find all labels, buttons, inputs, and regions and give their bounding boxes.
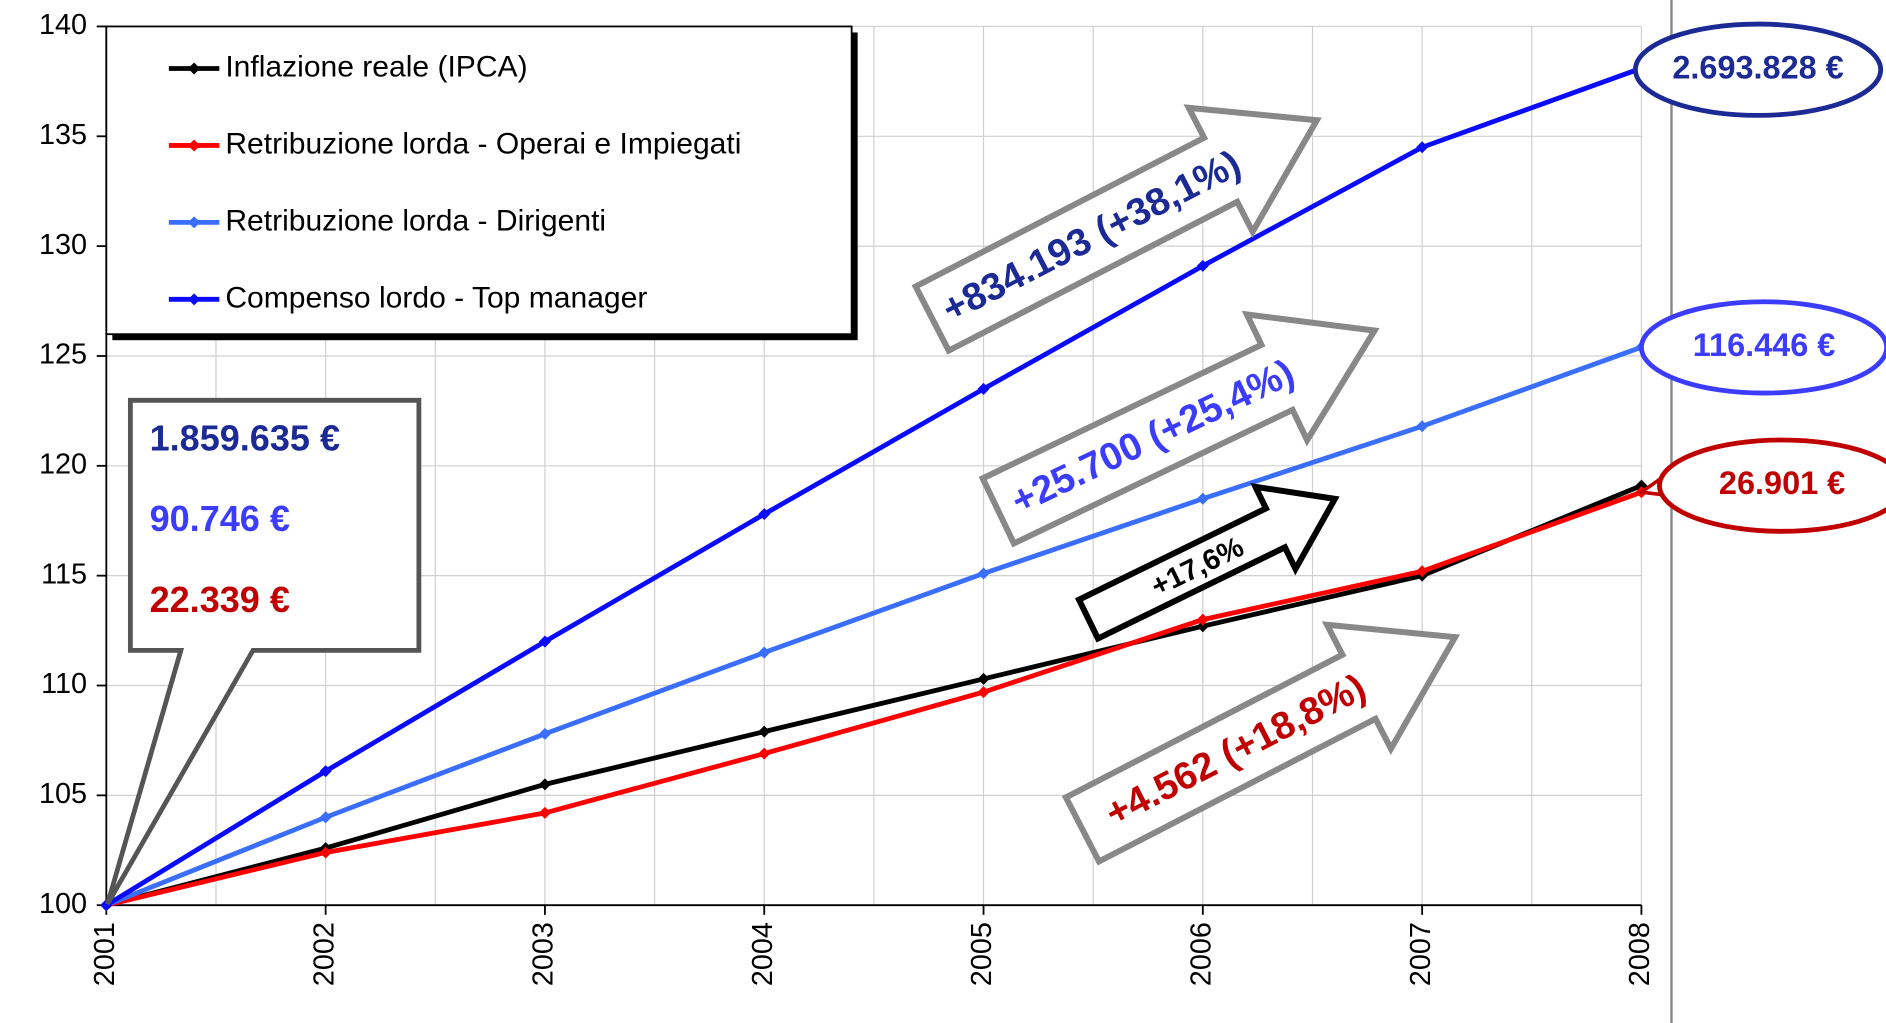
marker xyxy=(758,747,771,760)
series-line xyxy=(105,65,1643,908)
end-label: 26.901 € xyxy=(1719,465,1845,501)
marker xyxy=(758,725,771,738)
x-tick-label: 2007 xyxy=(1405,922,1437,986)
arrow-shape xyxy=(911,104,1322,355)
start-label: 90.746 € xyxy=(150,498,290,539)
x-tick-label: 2003 xyxy=(528,922,560,986)
legend-label: Retribuzione lorda - Dirigenti xyxy=(225,204,606,237)
marker xyxy=(977,567,990,580)
end-callout xyxy=(1633,21,1884,118)
annotation-arrow: +25.700 (+25,4%) xyxy=(978,310,1380,548)
y-tick-label: 140 xyxy=(39,9,87,41)
y-tick-label: 120 xyxy=(39,448,87,480)
end-label: 2.693.828 € xyxy=(1672,49,1843,85)
marker xyxy=(538,778,551,791)
marker xyxy=(1416,420,1429,433)
marker xyxy=(1416,565,1429,578)
start-label: 1.859.635 € xyxy=(150,418,340,459)
y-tick-label: 110 xyxy=(41,668,87,700)
end-callout xyxy=(1639,299,1886,396)
annotation-label: +834.193 (+38,1%) xyxy=(935,142,1247,331)
marker xyxy=(538,806,551,819)
arrow-shape xyxy=(1061,621,1461,866)
marker xyxy=(977,672,990,685)
y-tick-label: 100 xyxy=(39,888,87,920)
marker xyxy=(1416,141,1429,154)
marker xyxy=(538,727,551,740)
y-tick-label: 105 xyxy=(39,778,87,810)
series-line xyxy=(105,489,1643,908)
x-tick-label: 2008 xyxy=(1624,922,1656,986)
series-line xyxy=(105,344,1643,908)
y-tick-label: 135 xyxy=(39,119,87,151)
x-tick-label: 2005 xyxy=(966,922,998,986)
marker xyxy=(758,646,771,659)
marker xyxy=(319,811,332,824)
y-tick-label: 125 xyxy=(39,339,87,371)
x-tick-label: 2001 xyxy=(89,922,121,986)
arrow-shape xyxy=(978,310,1380,548)
end-callout xyxy=(1657,437,1886,534)
marker xyxy=(977,686,990,699)
marker xyxy=(977,382,990,395)
marker xyxy=(1196,492,1209,505)
series-line xyxy=(105,483,1643,908)
y-tick-label: 115 xyxy=(41,558,87,590)
legend-label: Compenso lordo - Top manager xyxy=(225,281,647,314)
marker xyxy=(319,846,332,859)
start-label: 22.339 € xyxy=(150,579,290,620)
x-tick-label: 2004 xyxy=(747,922,779,986)
arrow-shape xyxy=(1074,482,1340,643)
x-tick-label: 2002 xyxy=(308,922,340,986)
legend xyxy=(105,25,853,336)
end-label: 116.446 € xyxy=(1693,327,1836,363)
marker xyxy=(758,508,771,521)
marker xyxy=(319,765,332,778)
annotation-label: +25.700 (+25,4%) xyxy=(1005,351,1301,523)
annotation-label: +4.562 (+18,8%) xyxy=(1099,666,1373,836)
y-tick-label: 130 xyxy=(39,229,87,261)
x-tick-label: 2006 xyxy=(1185,922,1217,986)
legend-label: Inflazione reale (IPCA) xyxy=(225,50,527,83)
legend-label: Retribuzione lorda - Operai e Impiegati xyxy=(225,127,741,160)
callout-box xyxy=(105,397,422,906)
